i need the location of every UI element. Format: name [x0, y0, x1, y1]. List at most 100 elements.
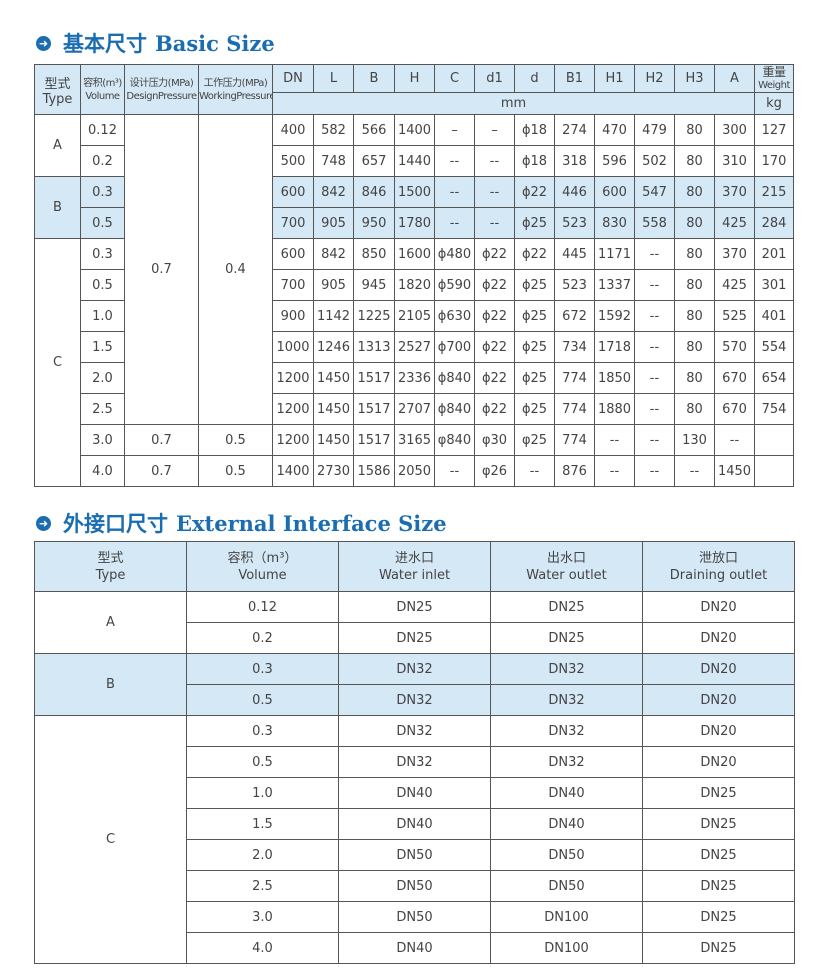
value-cell: 876: [554, 455, 595, 487]
volume-cell: 0.12: [80, 114, 125, 146]
value-cell: 850: [353, 238, 395, 270]
header-d1: d1: [474, 64, 515, 93]
table-row: 0.5 700 905 945 1820 ϕ590 ϕ22 ϕ25 523 1337 -- 80 425…: [35, 269, 794, 301]
volume-cell: 2.5: [80, 393, 125, 425]
value-cell: 80: [674, 331, 715, 363]
volume-cell: 0.12: [186, 591, 339, 623]
design-pressure-cell: 0.7: [124, 424, 199, 456]
value-cell: 1586: [353, 455, 395, 487]
value-cell: DN32: [338, 746, 491, 778]
value-cell: 1592: [594, 300, 635, 332]
value-cell: DN50: [490, 839, 643, 871]
table-row: 0.5 DN32 DN32 DN20: [35, 684, 795, 716]
value-cell: ϕ25: [514, 362, 555, 394]
value-cell: --: [634, 362, 675, 394]
value-cell: 654: [754, 362, 794, 394]
value-cell: 130: [674, 424, 715, 456]
volume-cell: 3.0: [186, 901, 339, 933]
value-cell: 905: [313, 207, 354, 239]
value-cell: 80: [674, 176, 715, 208]
volume-cell: 0.3: [186, 715, 339, 747]
table-row: B 0.3 DN32 DN32 DN20: [34, 653, 795, 716]
header-en: Volume: [85, 90, 120, 102]
value-cell: 558: [634, 207, 675, 239]
value-cell: 2105: [394, 300, 435, 332]
header-b: B: [353, 64, 395, 93]
value-cell: 774: [554, 393, 595, 425]
value-cell: DN20: [642, 746, 795, 778]
working-pressure-cell: 0.5: [198, 455, 273, 487]
header-cell: 型式 Type: [34, 64, 81, 115]
volume-cell: 4.0: [80, 455, 125, 487]
value-cell: --: [634, 238, 675, 270]
value-cell: DN50: [338, 870, 491, 902]
value-cell: 600: [272, 176, 314, 208]
value-cell: DN20: [642, 653, 795, 685]
value-cell: 370: [714, 176, 755, 208]
value-cell: ϕ22: [474, 362, 515, 394]
value-cell: 670: [714, 393, 755, 425]
header-cell: 容积(m³) Volume: [80, 64, 125, 115]
value-cell: 1200: [272, 424, 314, 456]
header-d: d: [514, 64, 555, 93]
value-cell: ϕ25: [514, 331, 555, 363]
value-cell: 1313: [353, 331, 395, 363]
value-cell: 80: [674, 393, 715, 425]
volume-cell: 1.0: [186, 777, 339, 809]
table-row: 2.0 1200 1450 1517 2336 ϕ840 ϕ22 ϕ25 774 1850 -- 80…: [35, 362, 794, 394]
value-cell: DN32: [338, 653, 491, 685]
volume-cell: 2.0: [80, 362, 125, 394]
value-cell: 748: [313, 145, 354, 177]
value-cell: --: [474, 207, 515, 239]
value-cell: 1440: [394, 145, 435, 177]
value-cell: 446: [554, 176, 595, 208]
value-cell: 80: [674, 362, 715, 394]
working-pressure-cell: 0.4: [198, 114, 273, 425]
value-cell: DN32: [338, 715, 491, 747]
value-cell: --: [634, 455, 675, 487]
volume-cell: 0.5: [80, 207, 125, 239]
value-cell: 672: [554, 300, 595, 332]
type-cell: A: [34, 591, 187, 654]
value-cell: 80: [674, 114, 715, 146]
value-cell: DN20: [642, 715, 795, 747]
value-cell: DN32: [490, 684, 643, 716]
value-cell: ϕ480: [434, 238, 475, 270]
value-cell: 425: [714, 269, 755, 301]
value-cell: ϕ22: [474, 393, 515, 425]
value-cell: --: [634, 331, 675, 363]
value-cell: DN25: [642, 839, 795, 871]
header-cn: 容积(m³): [83, 77, 122, 89]
value-cell: --: [434, 207, 475, 239]
value-cell: 1400: [394, 114, 435, 146]
value-cell: 445: [554, 238, 595, 270]
header-a: A: [714, 64, 755, 93]
value-cell: DN25: [338, 591, 491, 623]
value-cell: DN20: [642, 591, 795, 623]
value-cell: 170: [754, 145, 794, 177]
value-cell: φ30: [474, 424, 515, 456]
value-cell: ϕ630: [434, 300, 475, 332]
value-cell: 310: [714, 145, 755, 177]
value-cell: ϕ18: [514, 145, 555, 177]
value-cell: 127: [754, 114, 794, 146]
value-cell: ϕ25: [514, 207, 555, 239]
design-pressure-cell: 0.7: [124, 455, 199, 487]
header-cn: 设计压力(MPa): [129, 77, 194, 89]
value-cell: φ840: [434, 424, 475, 456]
value-cell: 1780: [394, 207, 435, 239]
value-cell: DN25: [642, 808, 795, 840]
table-row: A 0.12 0.7 0.4 400 582 566 1400– – ϕ18 274 470 479 80…: [34, 114, 794, 425]
value-cell: 657: [353, 145, 395, 177]
value-cell: ϕ840: [434, 393, 475, 425]
interface-size-table: 型式 Type 容积（m³） Volume 进水口 Water inlet 出水口 Water…: [34, 541, 795, 964]
value-cell: --: [634, 269, 675, 301]
value-cell: 2336: [394, 362, 435, 394]
value-cell: 670: [714, 362, 755, 394]
value-cell: 1850: [594, 362, 635, 394]
value-cell: 566: [353, 114, 395, 146]
table-row: C 0.3 600 842 850 1600 ϕ480 ϕ22 ϕ22 445 1171 -- 80 37…: [34, 238, 794, 487]
header-h: H: [394, 64, 435, 93]
value-cell: --: [674, 455, 715, 487]
header-cell: 出水口 Water outlet: [490, 541, 643, 592]
